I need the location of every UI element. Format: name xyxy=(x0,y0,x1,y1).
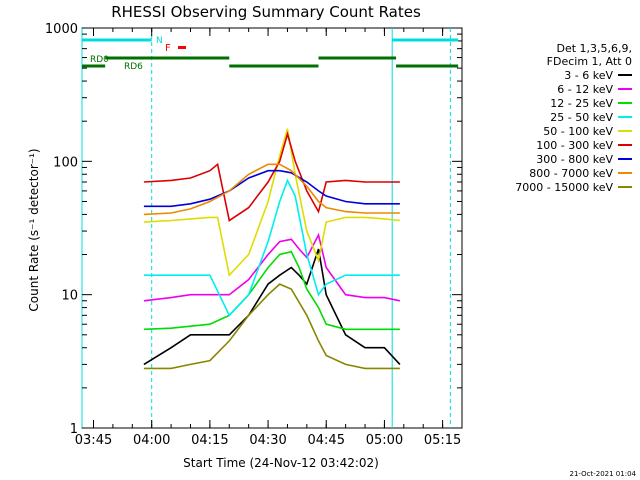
y-tick-label: 100 xyxy=(53,155,78,170)
x-tick-label: 03:45 xyxy=(75,433,112,448)
legend-item-label: 100 - 300 keV xyxy=(536,138,613,152)
legend-swatch xyxy=(618,130,632,132)
x-tick-label: 05:15 xyxy=(424,433,461,448)
tick-layer: 03:45 04:00 04:15 04:30 04:45 05:00 05:15 1 10 10… xyxy=(45,22,463,448)
legend-swatch xyxy=(618,186,632,188)
legend-item-label: 6 - 12 keV xyxy=(557,82,613,96)
legend-item-label: 3 - 6 keV xyxy=(564,68,613,82)
legend-item: 12 - 25 keV xyxy=(482,96,632,110)
legend-item: 800 - 7000 keV xyxy=(482,166,632,180)
night-marker: N xyxy=(156,36,163,46)
x-axis-label: Start Time (24-Nov-12 03:42:02) xyxy=(183,456,379,470)
legend-item-label: 7000 - 15000 keV xyxy=(515,180,613,194)
x-tick-label: 05:00 xyxy=(366,433,403,448)
legend: Det 1,3,5,6,9, FDecim 1, Att 0 3 - 6 keV… xyxy=(482,42,632,194)
flare-marker: F xyxy=(165,43,171,54)
series-line xyxy=(143,178,400,317)
legend-item: 100 - 300 keV xyxy=(482,138,632,152)
flare-flag-bar xyxy=(178,46,186,49)
legend-swatch xyxy=(618,172,632,174)
state-lines-layer xyxy=(81,28,451,428)
legend-item: 6 - 12 keV xyxy=(482,82,632,96)
series-line xyxy=(143,232,401,302)
rd0-marker: RD0 xyxy=(90,55,109,65)
legend-swatch xyxy=(618,74,632,76)
legend-swatch xyxy=(618,158,632,160)
y-tick-label: 1 xyxy=(70,422,78,437)
legend-item: 300 - 800 keV xyxy=(482,152,632,166)
legend-item-label: 12 - 25 keV xyxy=(550,96,613,110)
x-tick-label: 04:00 xyxy=(133,433,170,448)
legend-swatch xyxy=(618,144,632,146)
legend-item: 25 - 50 keV xyxy=(482,110,632,124)
legend-item: 50 - 100 keV xyxy=(482,124,632,138)
series-layer xyxy=(143,128,401,370)
legend-swatch xyxy=(618,102,632,104)
legend-swatch xyxy=(618,88,632,90)
x-tick-label: 04:15 xyxy=(191,433,228,448)
series-line xyxy=(143,250,400,331)
legend-item: 3 - 6 keV xyxy=(482,68,632,82)
legend-item-label: 300 - 800 keV xyxy=(536,152,613,166)
rd6-marker: RD6 xyxy=(124,62,143,72)
series-line xyxy=(143,283,400,370)
legend-swatch xyxy=(618,116,632,118)
legend-header-line-2: FDecim 1, Att 0 xyxy=(546,55,632,68)
legend-item: 7000 - 15000 keV xyxy=(482,180,632,194)
series-line xyxy=(143,163,400,216)
legend-item-label: 50 - 100 keV xyxy=(543,124,613,138)
footer-date: 21-Oct-2021 01:04 xyxy=(570,470,637,478)
legend-item-label: 25 - 50 keV xyxy=(550,110,613,124)
x-tick-label: 04:45 xyxy=(308,433,345,448)
series-line xyxy=(143,248,401,366)
series-line xyxy=(143,131,400,222)
legend-item-label: 800 - 7000 keV xyxy=(529,166,613,180)
state-bars-layer xyxy=(82,38,459,68)
chart-title: RHESSI Observing Summary Count Rates xyxy=(111,3,421,21)
series-line xyxy=(143,128,400,277)
x-tick-label: 04:30 xyxy=(249,433,286,448)
legend-items: 3 - 6 keV 6 - 12 keV 12 - 25 keV 25 - 50 ke… xyxy=(482,68,632,194)
y-tick-label: 10 xyxy=(61,289,78,304)
series-line xyxy=(143,169,400,208)
legend-header-line-1: Det 1,3,5,6,9, xyxy=(556,42,632,55)
y-axis-label: Count Rate (s⁻¹ detector⁻¹) xyxy=(27,148,41,311)
y-tick-label: 1000 xyxy=(45,22,78,37)
